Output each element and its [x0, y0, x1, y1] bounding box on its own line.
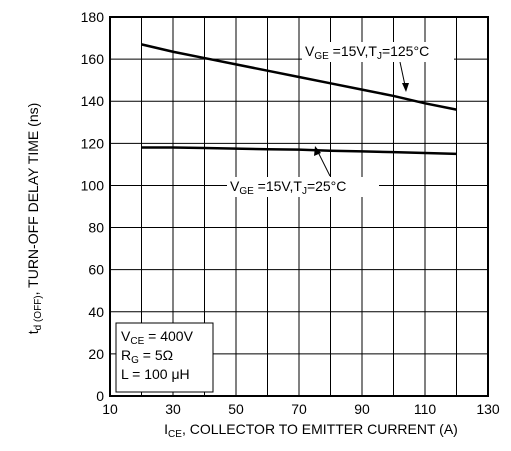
x-tick-label: 50	[228, 401, 244, 417]
text-part: V	[230, 178, 240, 194]
y-tick-label: 0	[96, 388, 104, 404]
y-tick-label: 160	[81, 51, 105, 67]
plot-frame	[109, 16, 489, 397]
y-tick-label: 20	[88, 346, 104, 362]
label-bg	[302, 42, 454, 62]
text-part: d (OFF)	[33, 295, 44, 330]
condition-text: L = 100 μH	[121, 366, 190, 382]
arrow-head	[402, 83, 409, 92]
x-axis-label: ICE, COLLECTOR TO EMITTER CURRENT (A)	[164, 421, 458, 440]
text-part: V	[121, 328, 131, 344]
series-line	[141, 146, 457, 156]
conditions-box	[115, 322, 214, 393]
text-part: =125°C	[382, 43, 429, 59]
x-tick-label: 90	[354, 401, 370, 417]
y-axis-label: td (OFF), TURN-OFF DELAY TIME (ns)	[25, 103, 44, 335]
text-part: G	[131, 355, 139, 366]
text-part: =25°C	[307, 178, 346, 194]
y-tick-label: 180	[81, 9, 105, 25]
text-part: t	[25, 330, 41, 334]
y-tick-label: 40	[88, 304, 104, 320]
text-part: R	[121, 347, 131, 363]
y-tick-label: 120	[81, 135, 105, 151]
text-part: , TURN-OFF DELAY TIME (ns)	[25, 103, 41, 296]
x-tick-label: 130	[476, 401, 500, 417]
series-label: VGE =15V,TJ=25°C	[230, 178, 346, 197]
y-tick-label: 60	[88, 262, 104, 278]
x-tick-label: 30	[165, 401, 181, 417]
series-label: VGE =15V,TJ=125°C	[305, 43, 429, 62]
x-tick-label: 10	[102, 401, 118, 417]
y-tick-label: 140	[81, 93, 105, 109]
text-part: CE	[130, 336, 144, 347]
text-part: V	[305, 43, 315, 59]
text-part: J	[377, 51, 382, 62]
text-part: CE	[168, 429, 182, 440]
condition-text: VCE = 400V	[121, 328, 194, 347]
y-tick-label: 80	[88, 220, 104, 236]
text-part: L = 100 μH	[121, 366, 190, 382]
text-part: GE	[239, 186, 254, 197]
label-bg	[227, 177, 379, 197]
text-part: , COLLECTOR TO EMITTER CURRENT (A)	[182, 421, 458, 437]
text-part: = 400V	[144, 328, 193, 344]
text-part: GE	[314, 51, 329, 62]
leader-line	[316, 149, 331, 177]
x-tick-label: 70	[291, 401, 307, 417]
text-part: = 5Ω	[139, 347, 173, 363]
text-part: =15V,T	[254, 178, 303, 194]
y-tick-label: 100	[81, 177, 105, 193]
text-part: =15V,T	[329, 43, 378, 59]
text-part: I	[164, 421, 168, 437]
series-line	[141, 43, 457, 111]
x-tick-label: 110	[414, 401, 437, 417]
condition-text: RG = 5Ω	[121, 347, 173, 366]
text-part: J	[302, 186, 307, 197]
